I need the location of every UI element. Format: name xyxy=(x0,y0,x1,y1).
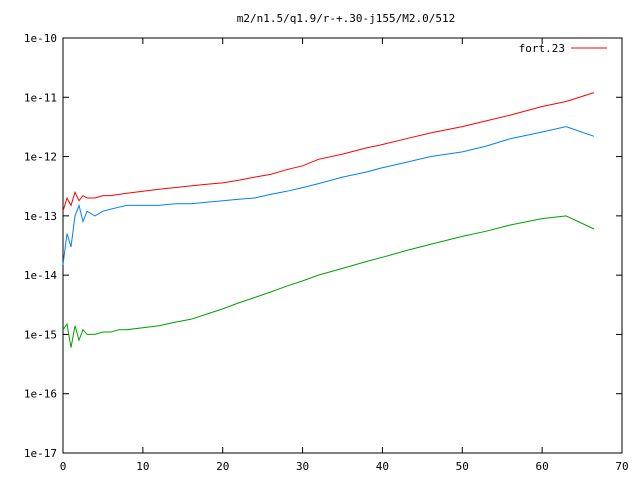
x-tick-label: 20 xyxy=(216,460,229,473)
y-tick-label: 1e-13 xyxy=(24,210,57,223)
series-line xyxy=(62,215,595,348)
x-tick-label: 40 xyxy=(376,460,389,473)
series-line xyxy=(62,92,595,212)
tick-layer: 0 10 20 30 40 50 60 70 1e-17 1e-16 1e-15 1e-14 1e-13… xyxy=(24,32,629,473)
x-tick-label: 30 xyxy=(296,460,309,473)
plot-frame xyxy=(62,37,623,454)
x-tick-label: 50 xyxy=(456,460,469,473)
y-tick-label: 1e-14 xyxy=(24,269,57,282)
y-tick-label: 1e-11 xyxy=(24,91,57,104)
series-layer xyxy=(62,92,595,348)
series-line xyxy=(62,126,595,265)
y-tick-label: 1e-12 xyxy=(24,151,57,164)
x-tick-label: 10 xyxy=(136,460,149,473)
legend-label: fort.23 xyxy=(519,42,565,55)
y-tick-label: 1e-16 xyxy=(24,388,57,401)
x-tick-label: 70 xyxy=(615,460,628,473)
y-tick-label: 1e-15 xyxy=(24,328,57,341)
y-tick-label: 1e-17 xyxy=(24,447,57,460)
chart-title: m2/n1.5/q1.9/r-+.30-j155/M2.0/512 xyxy=(237,12,456,25)
legend: fort.23 xyxy=(519,42,607,55)
x-tick-label: 60 xyxy=(536,460,549,473)
x-tick-label: 0 xyxy=(60,460,67,473)
y-tick-label: 1e-10 xyxy=(24,32,57,45)
